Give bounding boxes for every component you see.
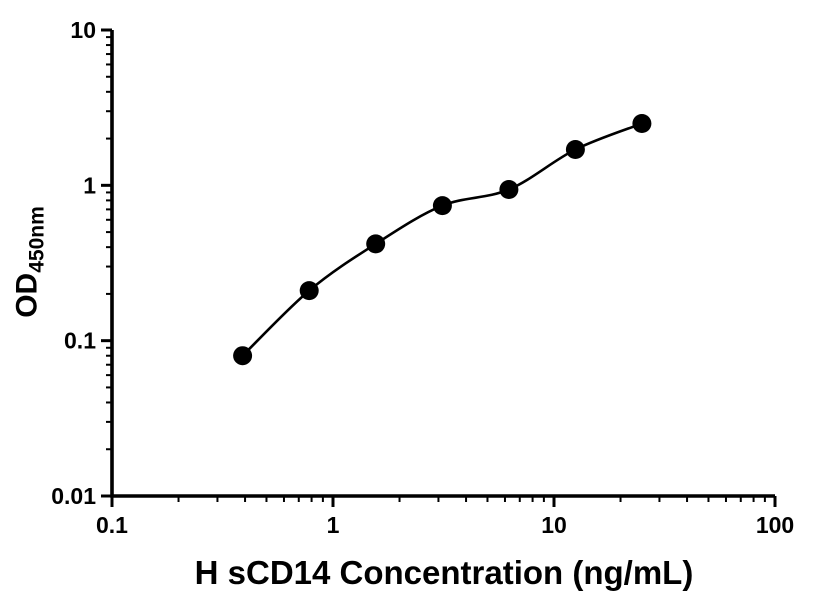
y-tick-label: 1 — [83, 172, 96, 198]
y-tick-label: 10 — [70, 17, 96, 43]
data-point-marker — [499, 180, 519, 199]
y-axis-title-subscript: 450nm — [25, 206, 49, 273]
fit-curve-line — [241, 122, 643, 357]
data-point-marker — [432, 196, 452, 216]
x-tick-label: 100 — [756, 512, 794, 538]
y-axis-title: OD450nm — [11, 206, 50, 318]
y-axis-title-main: OD — [10, 272, 44, 318]
x-tick-label: 10 — [541, 512, 567, 538]
data-point-marker — [366, 234, 386, 254]
data-point-marker — [632, 114, 652, 133]
data-point-marker — [565, 140, 585, 159]
y-tick-label: 0.1 — [64, 328, 96, 354]
x-tick-label: 1 — [327, 512, 340, 538]
data-point-marker — [233, 346, 253, 366]
y-tick-label: 0.01 — [51, 483, 96, 509]
data-point-marker — [299, 281, 319, 301]
x-tick-label: 0.1 — [96, 512, 128, 538]
x-axis-title: H sCD14 Concentration (ng/mL) — [194, 554, 694, 591]
axis-spines — [110, 30, 775, 498]
